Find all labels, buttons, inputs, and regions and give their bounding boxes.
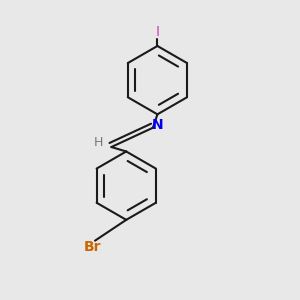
- Text: I: I: [156, 25, 160, 39]
- Text: Br: Br: [83, 240, 101, 254]
- Text: N: N: [152, 118, 163, 132]
- Text: H: H: [94, 136, 104, 149]
